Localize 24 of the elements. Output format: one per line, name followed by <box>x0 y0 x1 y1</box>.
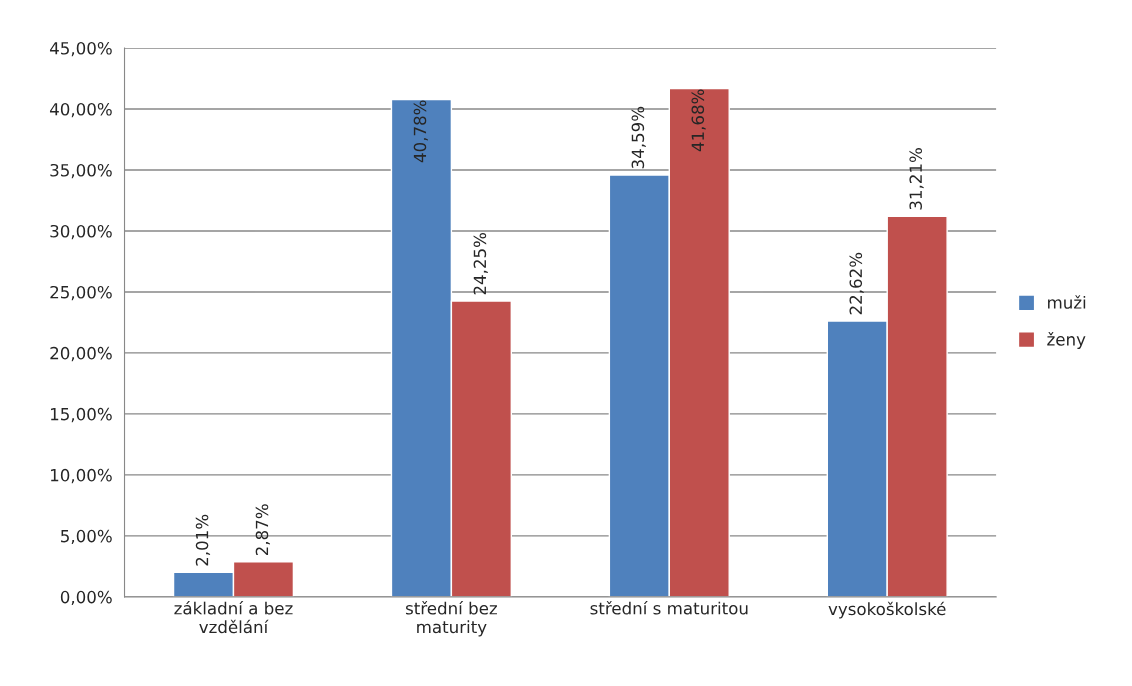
y-tick-label: 5,00% <box>61 529 112 545</box>
y-tick-label: 10,00% <box>51 468 112 484</box>
y-tick-label: 45,00% <box>49 41 112 57</box>
data-label: 31,21% <box>909 148 924 210</box>
data-label: 22,62% <box>849 252 864 315</box>
data-label: 24,25% <box>473 232 488 295</box>
y-tick-label: 30,00% <box>50 224 112 240</box>
y-tick-label: 35,00% <box>50 163 112 179</box>
data-label: 34,59% <box>631 106 646 169</box>
y-tick-label: 20,00% <box>50 346 112 362</box>
y-tick-label: 40,00% <box>49 102 112 118</box>
legend-label: muži <box>1048 295 1086 309</box>
x-tick-label: vysokoškolské <box>828 601 946 619</box>
data-label: 40,78% <box>413 100 428 163</box>
y-tick-label: 25,00% <box>50 285 112 301</box>
y-tick-label: 15,00% <box>51 407 112 423</box>
x-tick-label: střední s maturitou <box>590 601 748 615</box>
x-tick-label: střední bez maturity <box>405 601 497 637</box>
data-label: 2,01% <box>195 514 211 566</box>
data-label: 41,68% <box>691 89 706 152</box>
legend-label: ženy <box>1047 332 1086 349</box>
x-tick-label: základní a bez vzdělání <box>174 601 293 634</box>
y-tick-label: 0,00% <box>60 590 112 606</box>
data-label: 2,87% <box>255 504 270 556</box>
